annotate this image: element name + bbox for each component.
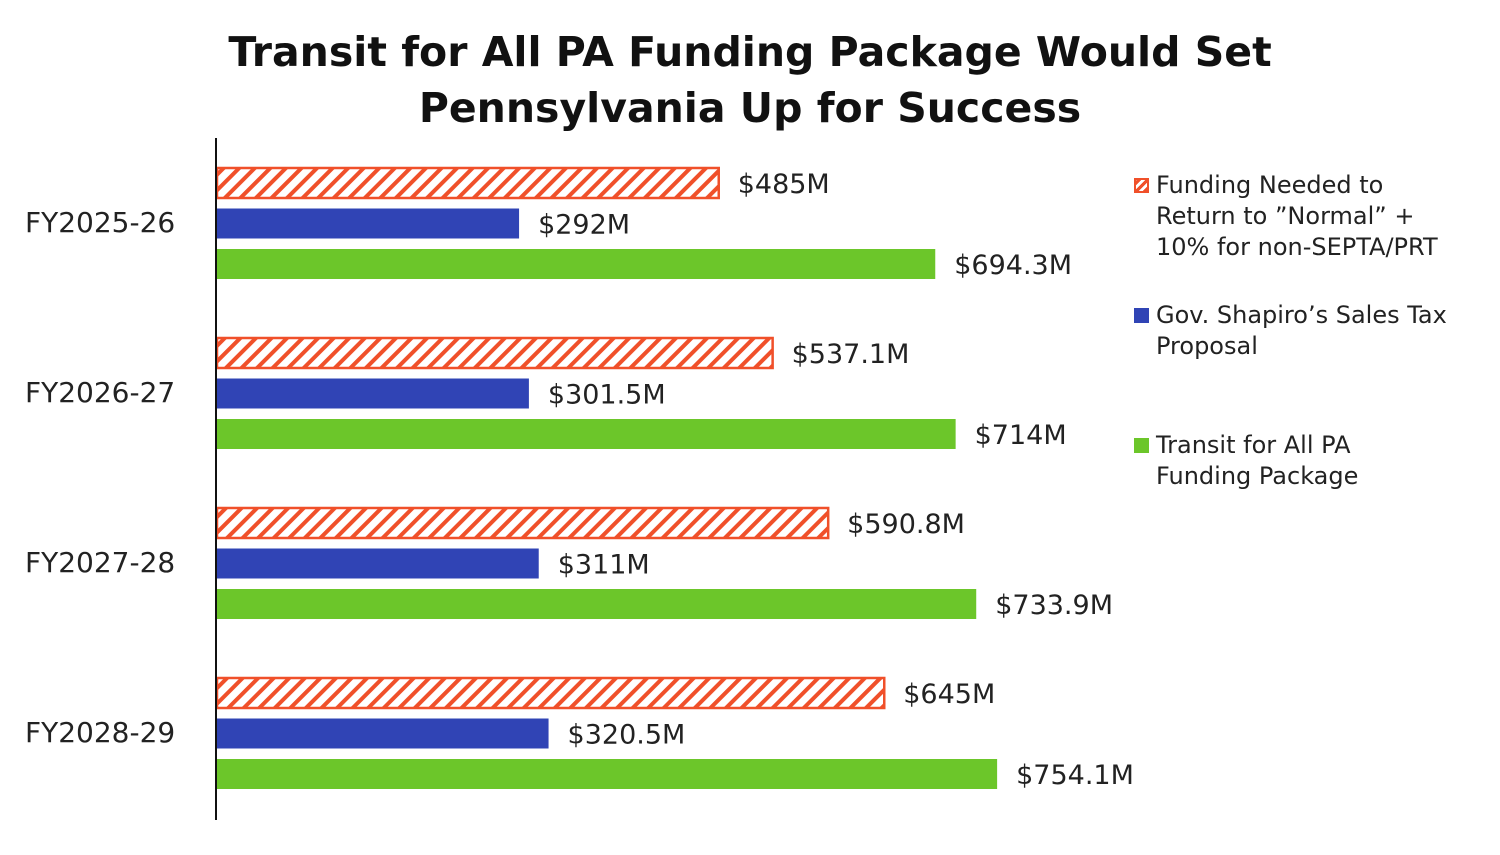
bar-series-3 xyxy=(217,589,977,619)
bar-series-1 xyxy=(215,676,886,710)
legend-label-line: Transit for All PA xyxy=(1156,431,1351,459)
legend-label-line: 10% for non-SEPTA/PRT xyxy=(1156,233,1438,261)
bars-layer: FY2025-26 $485M $292M $694.3M FY2026-27 $537.… xyxy=(25,166,1134,791)
bar-series-3 xyxy=(217,419,956,449)
bar-group-fy2027-28: FY2027-28 $590.8M $311M $733.9M xyxy=(25,506,1113,621)
legend-label: Transit for All PA Funding Package xyxy=(1156,430,1358,492)
data-label: $301.5M xyxy=(548,380,666,411)
bar-series-2 xyxy=(217,548,539,579)
bar-series-2 xyxy=(217,208,520,239)
category-label: FY2027-28 xyxy=(25,546,175,579)
data-label: $645M xyxy=(903,679,995,710)
legend-swatch xyxy=(1134,178,1149,193)
legend-label-line: Return to ”Normal” + xyxy=(1156,202,1415,230)
chart-title-line-2: Pennsylvania Up for Success xyxy=(418,84,1082,132)
bar-series-1 xyxy=(215,166,720,200)
category-label: FY2026-27 xyxy=(25,376,175,409)
category-label: FY2025-26 xyxy=(25,206,175,239)
legend-label-line: Funding Needed to xyxy=(1156,171,1384,199)
data-label: $485M xyxy=(738,169,830,200)
legend-label: Gov. Shapiro’s Sales Tax Proposal xyxy=(1156,300,1447,362)
data-label: $694.3M xyxy=(954,250,1072,281)
data-label: $320.5M xyxy=(568,720,686,751)
legend-label: Funding Needed to Return to ”Normal” + 10%… xyxy=(1156,170,1438,263)
chart-title-line-1: Transit for All PA Funding Package Would… xyxy=(228,28,1272,76)
bar-series-1 xyxy=(215,506,830,540)
data-label: $292M xyxy=(538,210,630,241)
data-label: $714M xyxy=(975,420,1067,451)
bar-series-3 xyxy=(217,759,998,789)
legend-label-line: Gov. Shapiro’s Sales Tax xyxy=(1156,301,1447,329)
bar-series-3 xyxy=(217,249,936,279)
legend-item-series-2: Gov. Shapiro’s Sales Tax Proposal xyxy=(1134,300,1494,362)
legend-item-series-1: Funding Needed to Return to ”Normal” + 10%… xyxy=(1134,170,1494,263)
legend-swatch xyxy=(1134,308,1149,323)
bar-series-2 xyxy=(217,718,549,749)
chart-title: Transit for All PA Funding Package Would… xyxy=(0,24,1500,136)
legend-label-line: Proposal xyxy=(1156,332,1258,360)
bar-series-2 xyxy=(217,378,529,409)
data-label: $590.8M xyxy=(847,509,965,540)
bar-group-fy2028-29: FY2028-29 $645M $320.5M $754.1M xyxy=(25,676,1134,791)
data-label: $733.9M xyxy=(995,590,1113,621)
data-label: $311M xyxy=(558,550,650,581)
data-label: $754.1M xyxy=(1016,760,1134,791)
data-label: $537.1M xyxy=(792,339,910,370)
legend-swatch xyxy=(1134,438,1149,453)
legend-label-line: Funding Package xyxy=(1156,462,1359,490)
legend-item-series-3: Transit for All PA Funding Package xyxy=(1134,430,1494,492)
category-label: FY2028-29 xyxy=(25,716,175,749)
bar-series-1 xyxy=(215,336,774,370)
bar-group-fy2026-27: FY2026-27 $537.1M $301.5M $714M xyxy=(25,336,1067,451)
bar-group-fy2025-26: FY2025-26 $485M $292M $694.3M xyxy=(25,166,1072,281)
